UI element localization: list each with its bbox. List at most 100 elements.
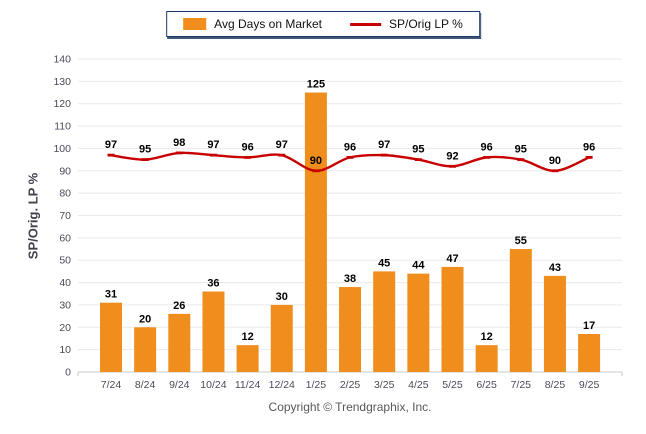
line-value-label: 92: [446, 150, 458, 162]
bar-value-label: 55: [515, 235, 527, 247]
line-point-marker: [209, 153, 217, 157]
line-value-label: 98: [173, 137, 185, 149]
bar-value-label: 26: [173, 300, 185, 312]
line-value-label: 97: [105, 139, 117, 151]
bar: [578, 333, 601, 372]
legend-item-avg-days: Avg Days on Market: [183, 17, 322, 31]
line-point-marker: [278, 153, 286, 157]
line-point-marker: [380, 153, 388, 157]
line-value-label: 95: [412, 144, 424, 156]
y-tick-label: 60: [59, 232, 71, 244]
bar: [543, 275, 566, 372]
line-swatch-icon: [350, 22, 382, 26]
line-point-marker: [585, 155, 593, 159]
line-value-label: 97: [276, 139, 288, 151]
x-tick-label: 7/25: [511, 379, 532, 391]
line-value-label: 97: [207, 139, 219, 151]
bar-value-label: 44: [412, 260, 425, 272]
bar: [475, 345, 498, 372]
line-value-label: 96: [583, 141, 595, 153]
bar-value-label: 12: [241, 331, 253, 343]
legend-label-avg-days: Avg Days on Market: [214, 17, 323, 31]
bar-value-label: 31: [105, 289, 117, 301]
copyright-text: Copyright © Trendgraphix, Inc.: [268, 400, 432, 414]
bar-value-label: 43: [549, 262, 561, 274]
x-tick-label: 10/24: [200, 379, 226, 391]
line-value-label: 95: [139, 144, 151, 156]
x-tick-label: 9/25: [579, 379, 600, 391]
bar-value-label: 45: [378, 257, 390, 269]
y-tick-label: 130: [53, 76, 71, 88]
bar-value-label: 36: [207, 278, 219, 290]
bar: [339, 287, 362, 372]
bar-value-label: 12: [481, 331, 493, 343]
bar-value-label: 38: [344, 273, 356, 285]
bar: [236, 345, 259, 372]
line-point-marker: [175, 151, 183, 155]
bar-swatch-icon: [183, 18, 207, 30]
bar: [441, 266, 464, 372]
y-tick-label: 110: [54, 121, 71, 133]
bar-value-label: 20: [139, 313, 151, 325]
line-point-marker: [244, 155, 252, 159]
line-value-label: 96: [241, 141, 253, 153]
bar: [134, 327, 157, 372]
x-tick-label: 11/24: [235, 379, 261, 391]
line-value-label: 96: [344, 141, 356, 153]
y-tick-label: 80: [59, 188, 71, 200]
bar-value-label: 47: [446, 253, 458, 265]
x-tick-label: 9/24: [169, 379, 190, 391]
bar: [168, 313, 191, 372]
x-tick-label: 7/24: [101, 379, 122, 391]
line-value-label: 90: [549, 155, 561, 167]
bar: [202, 291, 225, 372]
x-tick-label: 1/25: [306, 379, 327, 391]
bar: [100, 302, 122, 372]
y-tick-label: 0: [65, 367, 71, 379]
bar: [304, 92, 327, 373]
bar-value-label: 17: [583, 320, 595, 332]
chart-legend: Avg Days on Market SP/Orig LP %: [166, 11, 480, 37]
y-tick-label: 50: [59, 255, 71, 267]
y-tick-label: 140: [53, 54, 71, 66]
line-value-label: 97: [378, 139, 390, 151]
x-tick-label: 12/24: [269, 379, 295, 391]
line-point-marker: [312, 169, 320, 173]
x-tick-label: 2/25: [340, 379, 361, 391]
x-tick-label: 8/25: [545, 379, 566, 391]
bar: [509, 249, 532, 372]
y-tick-label: 20: [59, 322, 71, 334]
bar-value-label: 125: [307, 79, 325, 91]
y-tick-label: 100: [53, 143, 71, 155]
x-tick-label: 3/25: [374, 379, 395, 391]
x-tick-label: 8/24: [135, 379, 156, 391]
y-tick-label: 30: [59, 299, 71, 311]
bar: [270, 304, 293, 372]
bar: [407, 273, 430, 372]
legend-item-sp-orig-lp: SP/Orig LP %: [350, 17, 463, 31]
y-tick-label: 10: [59, 344, 71, 356]
line-point-marker: [346, 155, 354, 159]
x-tick-label: 4/25: [408, 379, 429, 391]
line-point-marker: [414, 158, 422, 162]
x-tick-label: 6/25: [476, 379, 497, 391]
line-value-label: 95: [515, 144, 527, 156]
bar: [373, 271, 396, 372]
line-point-marker: [517, 158, 525, 162]
line-value-label: 90: [310, 155, 322, 167]
legend-label-sp-orig-lp: SP/Orig LP %: [389, 17, 463, 31]
y-tick-label: 70: [59, 210, 71, 222]
x-tick-label: 5/25: [442, 379, 463, 391]
y-tick-label: 40: [59, 277, 71, 289]
line-point-marker: [483, 155, 491, 159]
y-tick-label: 120: [53, 98, 71, 110]
bar-value-label: 30: [276, 291, 288, 303]
line-point-marker: [141, 158, 149, 162]
y-axis-title: SP/Orig. LP %: [25, 172, 41, 260]
line-point-marker: [449, 164, 456, 168]
line-point-marker: [551, 169, 559, 173]
line-point-marker: [107, 153, 115, 157]
y-tick-label: 90: [59, 165, 71, 177]
